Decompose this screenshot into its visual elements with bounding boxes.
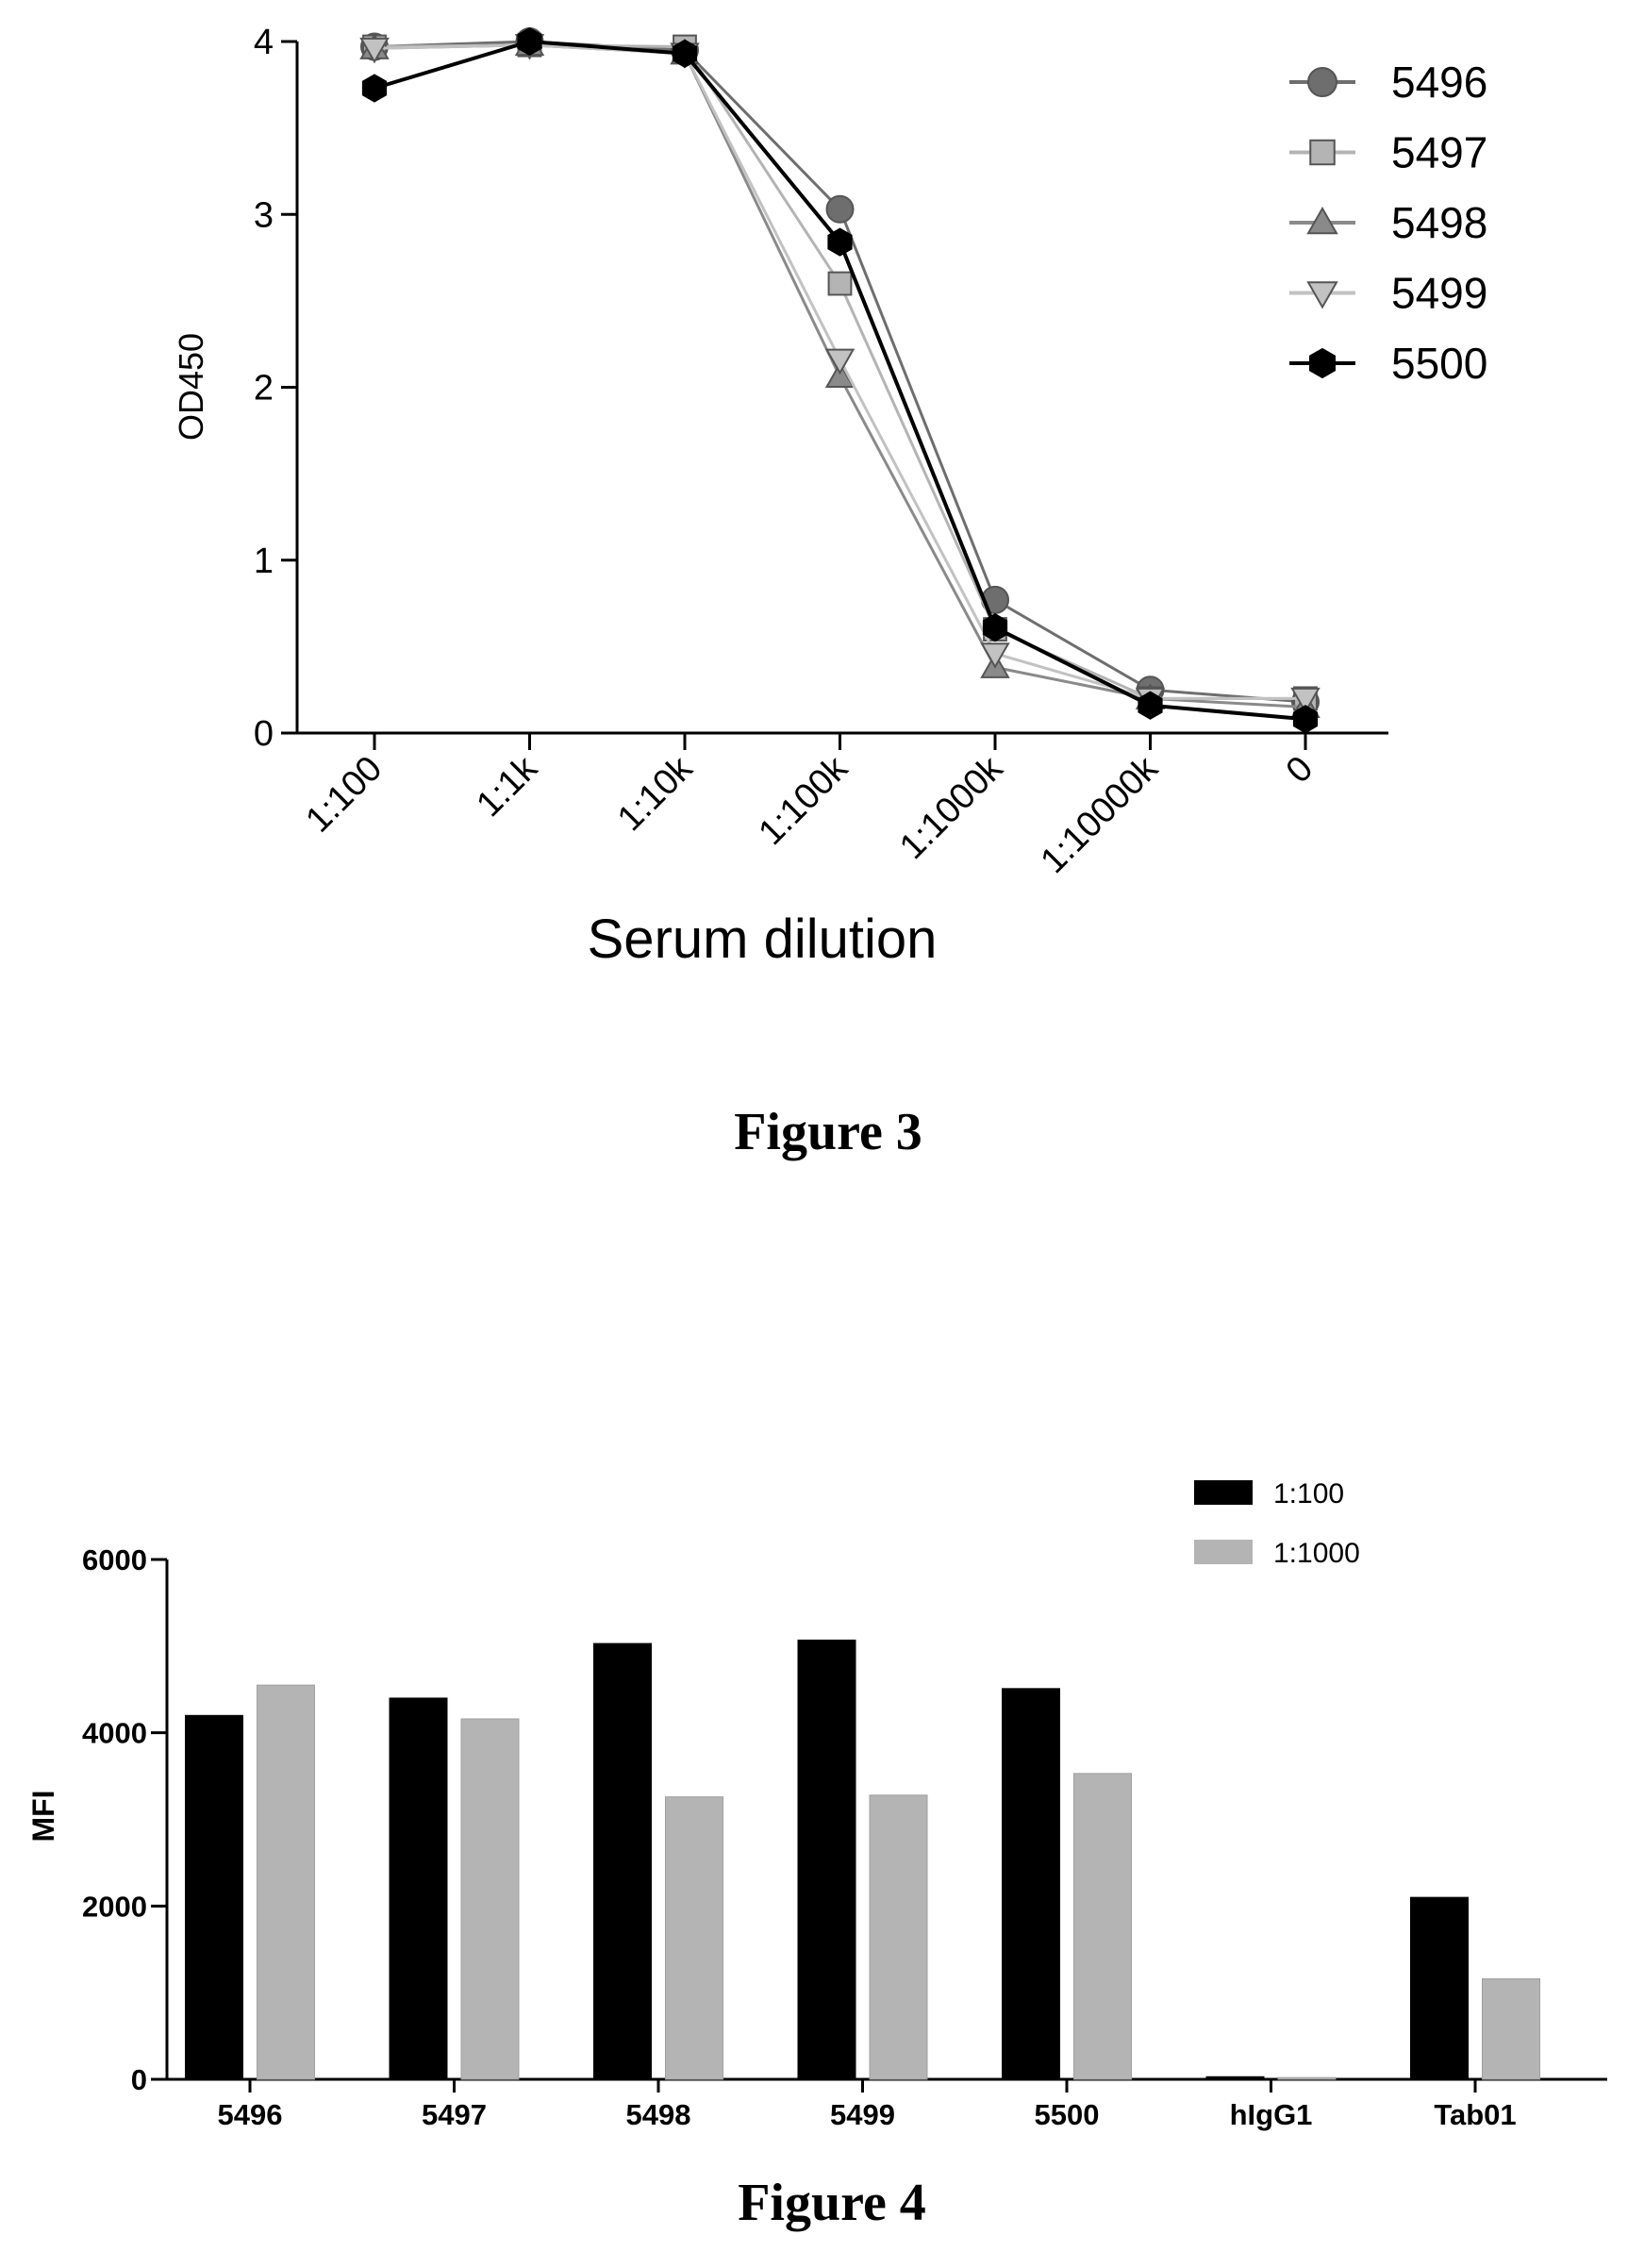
legend-marker (1307, 67, 1337, 97)
data-point (672, 39, 698, 68)
bar-group-hIgG1 (1205, 2076, 1337, 2080)
series-5500 (361, 26, 1319, 734)
bar-1:100 (1410, 1896, 1469, 2080)
bar-1:1000 (665, 1796, 723, 2080)
data-point (517, 26, 542, 57)
data-point (827, 271, 853, 296)
legend-label: 5500 (1391, 339, 1487, 388)
bar-group-5500 (1002, 1688, 1132, 2080)
bar-1:1000 (869, 1794, 928, 2080)
y-axis-label: MFI (26, 1790, 60, 1842)
bar-1:1000 (1277, 2076, 1337, 2080)
legend-marker (1306, 206, 1338, 235)
legend-marker (1306, 281, 1338, 309)
bar-1:1000 (257, 1684, 315, 2080)
y-ticks: 0 2000 4000 6000 (82, 1543, 167, 2096)
data-point (1292, 705, 1319, 734)
x-tick-label: 1:100 (298, 749, 390, 841)
legend: 5496 5497 5498 5499 5500 (1289, 58, 1487, 388)
y-tick-label: 4000 (82, 1717, 147, 1750)
y-tick-label: 2 (254, 369, 274, 409)
series-group (359, 26, 1321, 734)
bar-1:100 (1002, 1688, 1060, 2080)
data-point (1290, 687, 1321, 714)
legend-swatch (1194, 1540, 1253, 1564)
legend-item-5496: 5496 (1289, 58, 1487, 107)
bar-group-5499 (797, 1639, 928, 2080)
data-point (827, 227, 853, 257)
bar-group-Tab01 (1410, 1896, 1540, 2080)
y-tick-label: 4 (254, 23, 274, 62)
data-point (1138, 691, 1163, 720)
legend-label: 5499 (1391, 269, 1487, 318)
legend-item-5497: 5497 (1289, 128, 1487, 177)
y-tick-label: 1 (254, 542, 274, 581)
bar-1:100 (185, 1714, 243, 2080)
legend-marker (1309, 139, 1336, 166)
legend-marker (1309, 347, 1336, 379)
x-tick-label: 5496 (218, 2098, 283, 2131)
bar-1:100 (1205, 2076, 1265, 2080)
legend-label: 1:100 (1273, 1478, 1344, 1509)
bar-1:100 (797, 1639, 856, 2080)
legend: 1:100 1:1000 (1194, 1478, 1360, 1569)
y-axis-label: OD450 (172, 333, 210, 441)
data-point (359, 37, 390, 64)
bar-group-5497 (389, 1697, 520, 2080)
x-tick-label: 5499 (830, 2098, 895, 2131)
data-point (982, 613, 1008, 642)
legend-label: 1:1000 (1273, 1538, 1360, 1569)
figure-3-caption: Figure 3 (734, 1103, 922, 1161)
x-tick-label: 5498 (626, 2098, 691, 2131)
y-tick-label: 3 (254, 195, 274, 235)
y-ticks: 0 1 2 3 4 (254, 23, 297, 754)
legend-item-1:1000: 1:1000 (1194, 1538, 1360, 1569)
bar-1:100 (593, 1643, 652, 2080)
x-tick-label: 1:1k (469, 748, 545, 825)
x-ticks: 1:100 1:1k 1:10k 1:100k 1:1000k 1:10000k 0 (298, 733, 1321, 881)
x-tick-label: 1:10000k (1034, 748, 1167, 881)
legend-item-5498: 5498 (1289, 198, 1487, 247)
data-point (980, 642, 1010, 669)
x-tick-label: Tab01 (1434, 2098, 1516, 2131)
y-tick-label: 6000 (82, 1543, 147, 1576)
x-tick-label: 1:10k (610, 748, 701, 839)
x-tick-label: 1:1000k (892, 748, 1011, 867)
bar-1:1000 (460, 1718, 520, 2080)
y-tick-label: 2000 (82, 1890, 147, 1923)
figure-4-bar-chart: 0 2000 4000 6000 5496 5497 5498 5499 5500 hIgG1 T… (26, 1478, 1607, 2232)
data-point (824, 361, 856, 389)
x-ticks: 5496 5497 5498 5499 5500 hIgG1 Tab01 (218, 2079, 1517, 2131)
x-tick-label: 5497 (422, 2098, 487, 2131)
legend-label: 5496 (1391, 58, 1487, 107)
data-point (824, 348, 856, 375)
bar-group-5496 (185, 1684, 315, 2080)
x-tick-label: 5500 (1035, 2098, 1100, 2131)
data-point (825, 194, 855, 224)
legend-swatch (1194, 1480, 1253, 1505)
x-tick-label: 1:100k (751, 748, 856, 853)
y-tick-label: 0 (254, 714, 274, 754)
bars-group (185, 1639, 1540, 2080)
legend-item-5500: 5500 (1289, 339, 1487, 388)
x-tick-label: 0 (1279, 749, 1321, 792)
legend-item-5499: 5499 (1289, 269, 1487, 318)
x-axis-label: Serum dilution (588, 909, 938, 970)
legend-item-1:100: 1:100 (1194, 1478, 1344, 1509)
x-tick-label: hIgG1 (1230, 2098, 1313, 2131)
figure-4-caption: Figure 4 (738, 2174, 926, 2232)
y-tick-label: 0 (131, 2063, 147, 2096)
bar-1:1000 (1482, 1977, 1540, 2080)
data-point (361, 74, 388, 103)
bar-1:1000 (1073, 1773, 1132, 2080)
bar-group-5498 (593, 1643, 723, 2080)
bar-1:100 (389, 1697, 448, 2080)
legend-label: 5497 (1391, 128, 1487, 177)
legend-label: 5498 (1391, 198, 1487, 247)
figure-3-line-chart: 0 1 2 3 4 1:100 1:1k 1:10k 1:100k 1:1000k 1:10000… (172, 23, 1487, 1161)
series-5499 (359, 34, 1321, 714)
